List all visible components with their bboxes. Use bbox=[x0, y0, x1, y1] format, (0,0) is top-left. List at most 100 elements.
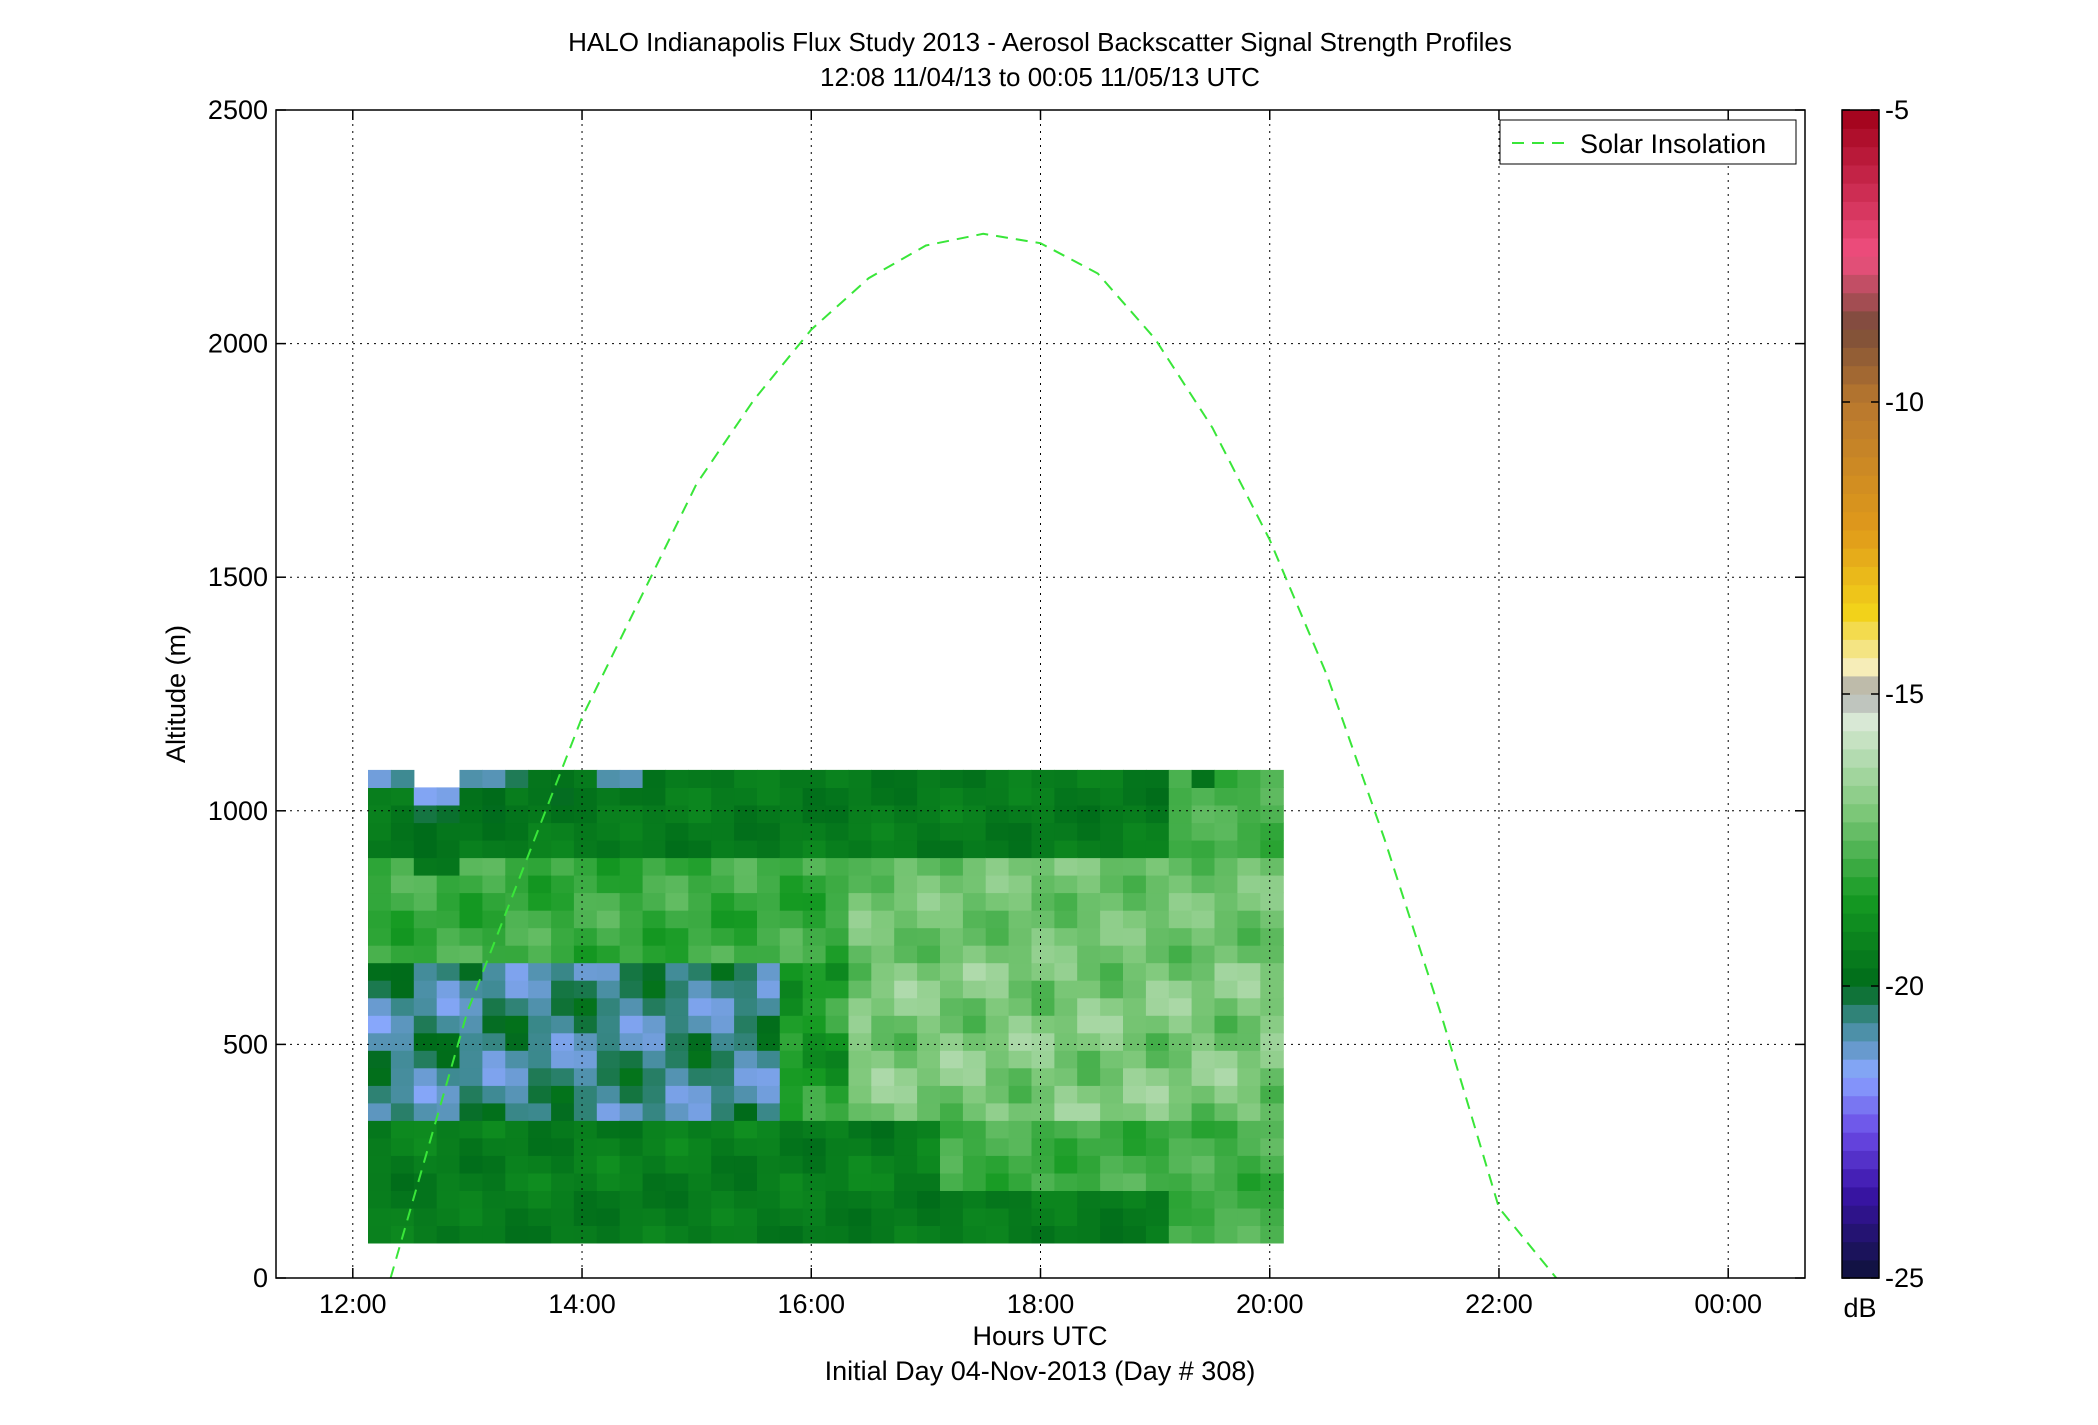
heatmap-cell bbox=[894, 892, 918, 911]
heatmap-cell bbox=[917, 1050, 941, 1069]
heatmap-cell bbox=[1237, 1050, 1261, 1069]
heatmap-cell bbox=[505, 857, 529, 876]
heatmap-cell bbox=[1168, 1050, 1193, 1069]
heatmap-cell bbox=[642, 1120, 667, 1139]
heatmap-cell bbox=[711, 787, 735, 806]
heatmap-cell bbox=[528, 1172, 552, 1191]
heatmap-cell bbox=[1145, 1067, 1170, 1086]
heatmap-cell bbox=[757, 1050, 781, 1069]
heatmap-cell bbox=[482, 1067, 506, 1086]
heatmap-cell bbox=[413, 927, 438, 946]
heatmap-cell bbox=[390, 892, 415, 911]
heatmap-cell bbox=[711, 1085, 735, 1104]
heatmap-cell bbox=[1214, 805, 1238, 824]
heatmap-cell bbox=[894, 1102, 918, 1121]
heatmap-cell bbox=[1191, 1067, 1216, 1086]
heatmap-cell bbox=[1008, 1050, 1033, 1069]
heatmap-cell bbox=[1237, 945, 1261, 964]
heatmap-cell bbox=[917, 822, 941, 841]
colorbar-segment bbox=[1842, 566, 1879, 586]
heatmap-cell bbox=[1214, 840, 1238, 859]
heatmap-cell bbox=[573, 892, 598, 911]
heatmap-cell bbox=[1054, 1085, 1078, 1104]
heatmap-cell bbox=[688, 1190, 712, 1209]
heatmap-cell bbox=[665, 1102, 689, 1121]
heatmap-cell bbox=[1077, 910, 1101, 929]
heatmap-cell bbox=[596, 1120, 621, 1139]
heatmap-cell bbox=[368, 787, 392, 806]
heatmap-cell bbox=[688, 1137, 712, 1156]
heatmap-cell bbox=[459, 1155, 483, 1174]
heatmap-cell bbox=[459, 1190, 483, 1209]
heatmap-cell bbox=[688, 769, 712, 788]
heatmap-cell bbox=[1168, 1225, 1193, 1244]
heatmap-cell bbox=[390, 805, 415, 824]
heatmap-cell bbox=[482, 840, 506, 859]
heatmap-cell bbox=[1260, 857, 1284, 876]
heatmap-cell bbox=[413, 1172, 438, 1191]
heatmap-cell bbox=[985, 1120, 1010, 1139]
heatmap-cell bbox=[1077, 1015, 1101, 1034]
heatmap-cell bbox=[665, 787, 689, 806]
colorbar-segment bbox=[1842, 1259, 1879, 1279]
heatmap-cell bbox=[1260, 1085, 1284, 1104]
heatmap-cell bbox=[940, 1172, 964, 1191]
heatmap-cell bbox=[962, 892, 987, 911]
heatmap-cell bbox=[1077, 1120, 1101, 1139]
heatmap-cell bbox=[1168, 927, 1193, 946]
heatmap-cell bbox=[505, 840, 529, 859]
heatmap-cell bbox=[1123, 1067, 1147, 1086]
heatmap-cell bbox=[1168, 805, 1193, 824]
heatmap-cell bbox=[1031, 1015, 1055, 1034]
heatmap-cell bbox=[779, 857, 804, 876]
heatmap-cell bbox=[459, 910, 483, 929]
heatmap-cell bbox=[459, 1225, 483, 1244]
heatmap-cell bbox=[413, 1207, 438, 1226]
heatmap-cell bbox=[871, 1015, 895, 1034]
colorbar-segment bbox=[1842, 1113, 1879, 1133]
heatmap-cell bbox=[985, 1085, 1010, 1104]
heatmap-cell bbox=[596, 875, 621, 894]
heatmap-cell bbox=[802, 980, 827, 999]
heatmap-cell bbox=[1100, 1102, 1124, 1121]
heatmap-cell bbox=[848, 892, 872, 911]
heatmap-cell bbox=[413, 1032, 438, 1051]
colorbar-segment bbox=[1842, 858, 1879, 878]
heatmap-cell bbox=[1031, 805, 1055, 824]
heatmap-cell bbox=[734, 787, 758, 806]
heatmap-cell bbox=[1123, 945, 1147, 964]
heatmap-cell bbox=[505, 1137, 529, 1156]
heatmap-cell bbox=[505, 875, 529, 894]
heatmap-cell bbox=[871, 857, 895, 876]
heatmap-cell bbox=[734, 910, 758, 929]
heatmap-cell bbox=[1031, 840, 1055, 859]
heatmap-cell bbox=[528, 1085, 552, 1104]
heatmap-cell bbox=[1100, 1155, 1124, 1174]
heatmap-cell bbox=[1008, 787, 1033, 806]
heatmap-cell bbox=[1008, 1015, 1033, 1034]
heatmap-cell bbox=[551, 857, 575, 876]
heatmap-cell bbox=[390, 1190, 415, 1209]
heatmap-cell bbox=[985, 822, 1010, 841]
heatmap-cell bbox=[894, 1172, 918, 1191]
heatmap-cell bbox=[1260, 1102, 1284, 1121]
heatmap-cell bbox=[985, 769, 1010, 788]
heatmap-cell bbox=[665, 875, 689, 894]
heatmap-cell bbox=[802, 1225, 827, 1244]
heatmap-cell bbox=[642, 769, 667, 788]
heatmap-cell bbox=[711, 962, 735, 981]
heatmap-cell bbox=[871, 1172, 895, 1191]
heatmap-cell bbox=[596, 1207, 621, 1226]
heatmap-cell bbox=[665, 892, 689, 911]
colorbar-segment bbox=[1842, 1168, 1879, 1188]
heatmap-cell bbox=[962, 997, 987, 1016]
heatmap-cell bbox=[551, 1085, 575, 1104]
heatmap-cell bbox=[985, 1067, 1010, 1086]
heatmap-cell bbox=[1008, 980, 1033, 999]
heatmap-cell bbox=[551, 945, 575, 964]
heatmap-cell bbox=[390, 910, 415, 929]
heatmap-cell bbox=[711, 1032, 735, 1051]
heatmap-cell bbox=[573, 997, 598, 1016]
heatmap-cell bbox=[1031, 787, 1055, 806]
x-tick-label: 12:00 bbox=[319, 1289, 387, 1319]
